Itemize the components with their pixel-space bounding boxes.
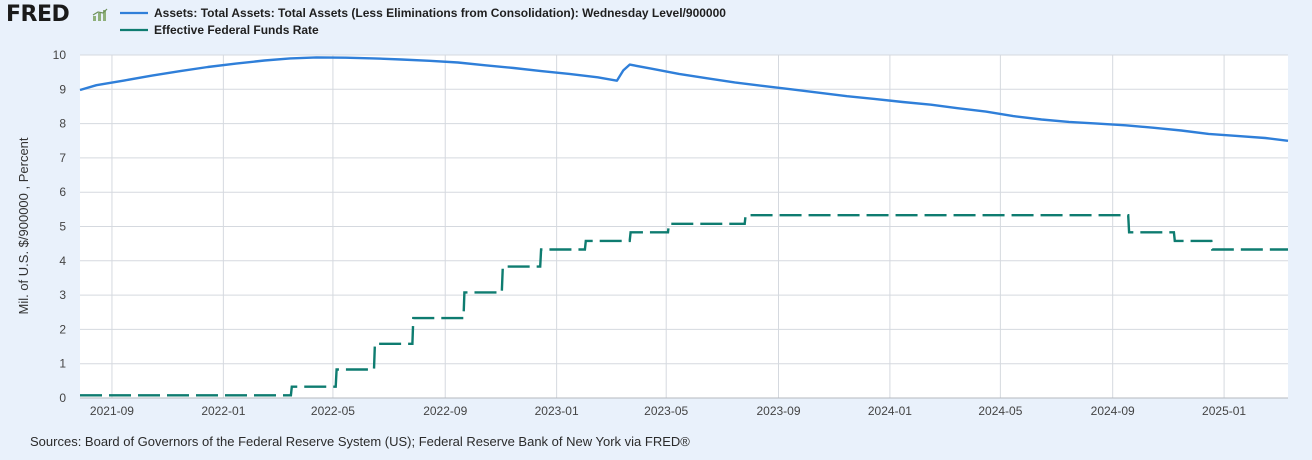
series-layer [79,56,1289,397]
y-tick-label: 9 [59,82,66,96]
y-tick-label: 8 [59,117,66,131]
x-tick-label: 2021-09 [90,404,134,418]
x-tick-label: 2023-09 [756,404,800,418]
chart: Assets: Total Assets: Total Assets (Less… [16,6,1289,418]
y-tick-label: 1 [59,357,66,371]
legend-label-fedfunds: Effective Federal Funds Rate [154,23,319,37]
fred-logo-chart-icon [92,8,108,21]
series-line-assets [79,56,1289,142]
x-tick-label: 2022-01 [201,404,245,418]
source-note: Sources: Board of Governors of the Feder… [30,434,690,449]
y-tick-label: 2 [59,322,66,336]
x-tick-label: 2023-05 [644,404,688,418]
y-axis-label: Mil. of U.S. $/900000 , Percent [16,137,31,314]
y-tick-label: 3 [59,288,66,302]
y-tick-label: 4 [59,254,66,268]
x-tick-label: 2022-05 [311,404,355,418]
x-tick-label: 2024-01 [868,404,912,418]
y-tick-label: 7 [59,151,66,165]
x-tick-label: 2025-01 [1202,404,1246,418]
x-tick-label: 2024-09 [1091,404,1135,418]
y-tick-label: 6 [59,185,66,199]
y-tick-label: 0 [59,391,66,405]
fred-logo[interactable]: FRED [6,2,70,27]
x-tick-label: 2023-01 [535,404,579,418]
y-axis-ticks: 0 1 2 3 4 5 6 7 8 9 10 [53,48,67,405]
legend-label-assets: Assets: Total Assets: Total Assets (Less… [154,6,726,20]
x-axis-ticks: 2021-09 2022-01 2022-05 2022-09 2023-01 2023-… [90,404,1246,418]
series-line-fedfunds [80,214,1288,397]
legend: Assets: Total Assets: Total Assets (Less… [120,6,726,37]
x-tick-label: 2022-09 [423,404,467,418]
x-tick-label: 2024-05 [978,404,1022,418]
y-tick-label: 5 [59,220,66,234]
y-tick-label: 10 [53,48,67,62]
